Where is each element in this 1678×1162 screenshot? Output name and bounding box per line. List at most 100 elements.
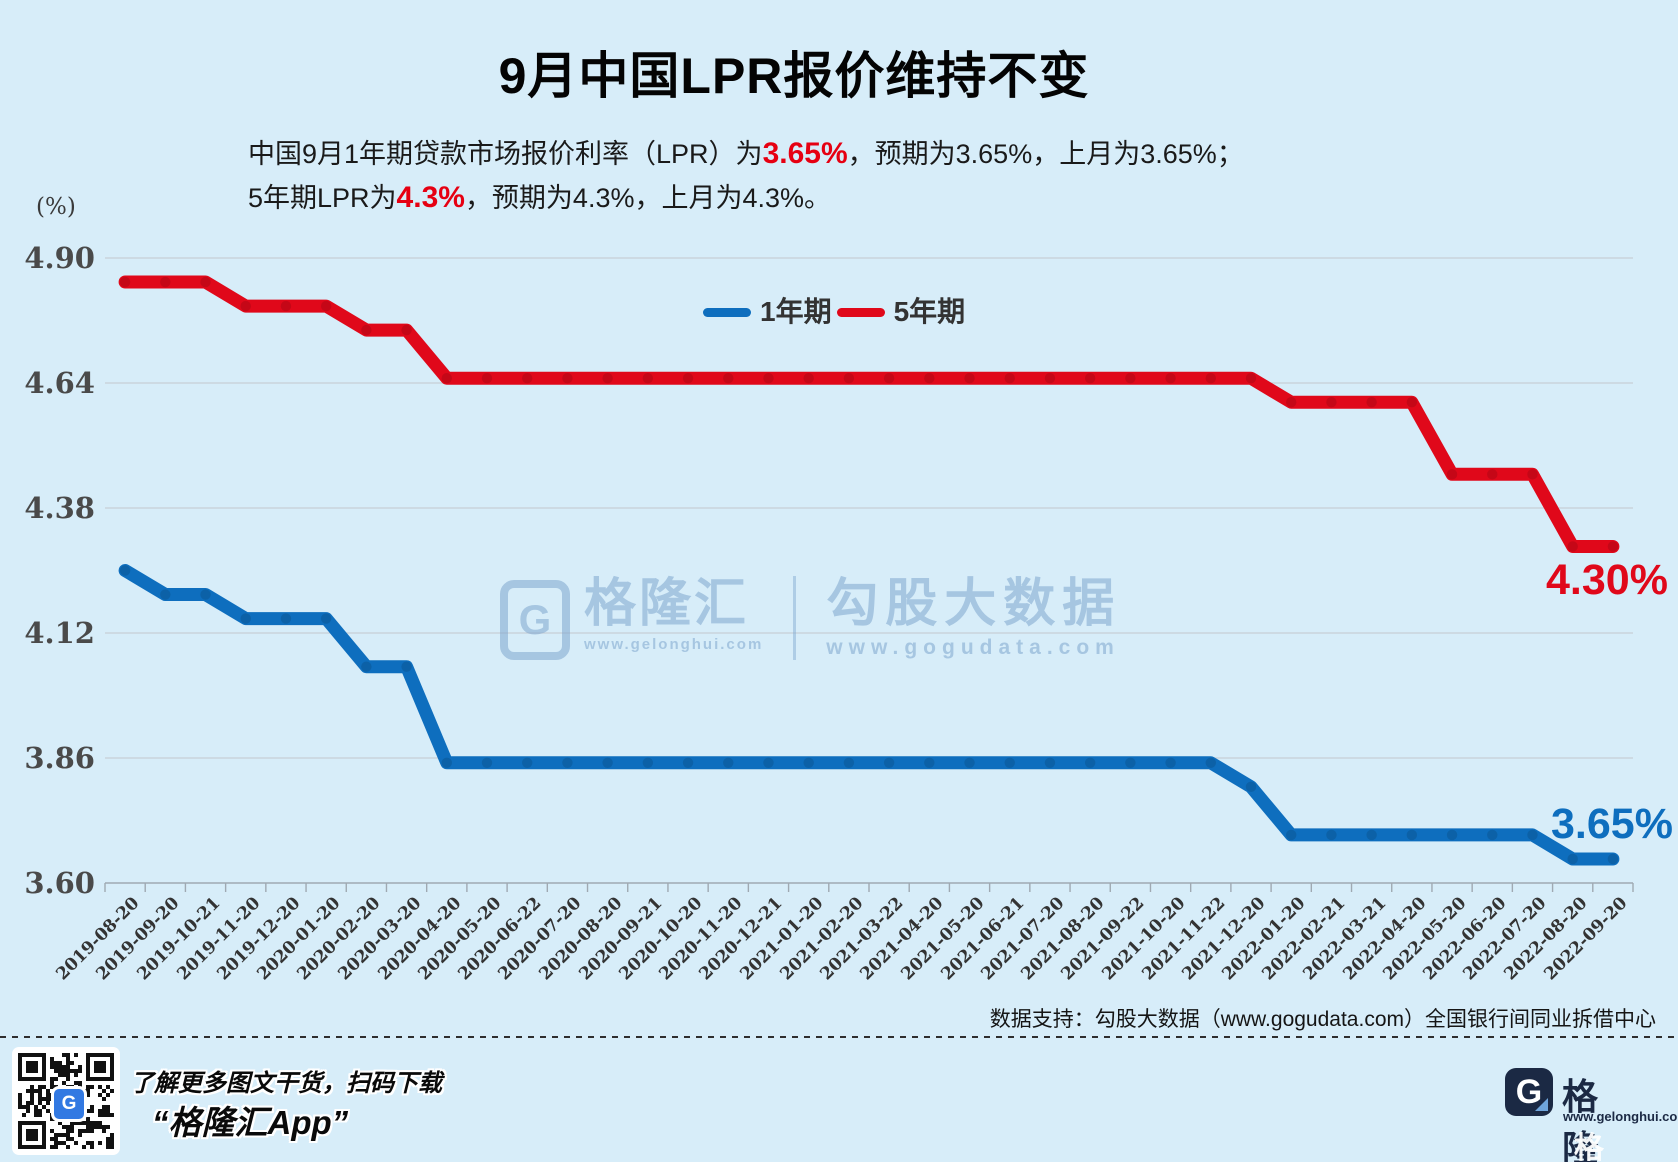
data-point bbox=[1205, 757, 1216, 769]
data-point bbox=[843, 372, 855, 384]
data-point bbox=[522, 372, 533, 384]
data-point bbox=[1286, 829, 1297, 841]
data-point bbox=[642, 757, 654, 769]
data-point bbox=[1326, 397, 1337, 408]
data-point bbox=[1004, 757, 1015, 769]
y-axis-tick-label: 4.38 bbox=[24, 491, 95, 525]
data-point bbox=[763, 757, 774, 769]
legend-swatch-icon bbox=[703, 307, 751, 317]
data-point bbox=[1084, 757, 1096, 769]
data-point bbox=[160, 589, 171, 600]
data-point bbox=[1165, 757, 1176, 769]
data-point bbox=[1326, 829, 1337, 841]
y-axis-tick-label: 4.64 bbox=[24, 366, 95, 400]
watermark-divider bbox=[793, 576, 797, 660]
legend-item-5年期[interactable]: 5年期 bbox=[836, 297, 971, 327]
data-point bbox=[1125, 757, 1136, 769]
data-point bbox=[843, 757, 855, 769]
data-point bbox=[1446, 829, 1458, 841]
legend-item-1年期[interactable]: 1年期 bbox=[703, 297, 837, 327]
subtitle-line-2: 5年期LPR为4.3%，预期为4.3%，上月为4.3%。 bbox=[248, 181, 832, 214]
data-point bbox=[119, 565, 131, 576]
data-point bbox=[803, 372, 814, 384]
dashed-separator bbox=[0, 1036, 1678, 1038]
data-point bbox=[924, 757, 935, 769]
y-axis-unit-label: (%) bbox=[36, 194, 76, 220]
data-point bbox=[1044, 372, 1056, 384]
page-title: 9月中国LPR报价维持不变 bbox=[498, 48, 1090, 104]
data-point bbox=[160, 276, 171, 288]
chart-legend: 1年期 5年期 bbox=[703, 297, 970, 327]
watermark-data-url: www.gogudata.com bbox=[826, 636, 1120, 659]
data-point bbox=[280, 300, 292, 312]
data-point bbox=[320, 300, 332, 312]
subtitle: 中国9月1年期贷款市场报价利率（LPR）为3.65%，预期为3.65%，上月为3… bbox=[248, 132, 1244, 220]
highlight-1y-rate: 3.65% bbox=[762, 137, 848, 170]
data-point bbox=[1406, 397, 1418, 408]
data-point bbox=[1567, 541, 1578, 552]
legend-swatch-icon bbox=[836, 307, 885, 317]
y-axis-tick-label: 4.12 bbox=[24, 616, 95, 650]
data-point bbox=[240, 300, 251, 312]
data-point bbox=[1527, 469, 1538, 480]
data-point bbox=[602, 372, 613, 384]
data-point bbox=[401, 661, 412, 672]
data-point bbox=[1366, 829, 1377, 841]
data-point bbox=[1084, 372, 1096, 384]
data-point bbox=[361, 324, 372, 336]
data-point bbox=[883, 757, 895, 769]
data-point bbox=[723, 757, 734, 769]
data-point bbox=[1125, 372, 1136, 384]
data-point bbox=[119, 276, 131, 288]
data-point bbox=[1487, 829, 1498, 841]
data-point bbox=[401, 324, 412, 336]
data-point bbox=[481, 757, 493, 769]
data-point bbox=[1245, 372, 1257, 384]
data-point bbox=[522, 757, 533, 769]
watermark-site-name: 格隆汇 bbox=[584, 575, 750, 633]
data-point bbox=[441, 757, 452, 769]
data-point bbox=[1567, 853, 1578, 865]
data-point bbox=[682, 757, 694, 769]
y-axis-tick-label: 3.60 bbox=[24, 866, 95, 900]
qr-center-g-logo-icon: G bbox=[51, 1086, 87, 1122]
data-point bbox=[642, 372, 654, 384]
gelonghui-g-watermark-icon: G bbox=[500, 580, 570, 660]
data-point bbox=[1607, 853, 1619, 865]
y-axis-tick-label: 4.90 bbox=[24, 241, 95, 275]
data-point bbox=[562, 757, 573, 769]
gelonghui-logo-white: G 格隆汇 bbox=[1550, 1123, 1620, 1162]
data-point bbox=[924, 372, 935, 384]
watermark-data-name: 勾股大数据 bbox=[826, 575, 1122, 633]
data-point bbox=[1406, 829, 1418, 841]
data-point bbox=[1245, 781, 1257, 793]
end-value-label-5年期: 4.30% bbox=[1546, 556, 1668, 604]
series-line-5年期 bbox=[118, 275, 1620, 553]
data-point bbox=[562, 372, 573, 384]
data-point bbox=[200, 276, 211, 288]
data-point bbox=[1366, 397, 1377, 408]
data-point bbox=[883, 372, 895, 384]
subtitle-line-1: 中国9月1年期贷款市场报价利率（LPR）为3.65%，预期为3.65%，上月为3… bbox=[248, 137, 1244, 170]
data-point bbox=[1205, 372, 1216, 384]
qr-code: G bbox=[12, 1047, 120, 1155]
data-point bbox=[1165, 372, 1176, 384]
data-point bbox=[723, 372, 734, 384]
data-point bbox=[240, 613, 251, 624]
gelonghui-logo-text-white: 格隆汇 bbox=[1573, 1132, 1606, 1162]
data-point bbox=[320, 613, 332, 624]
data-point bbox=[441, 372, 452, 384]
series-line-1年期 bbox=[118, 564, 1620, 866]
data-point bbox=[280, 613, 292, 624]
data-point bbox=[481, 372, 493, 384]
data-point bbox=[1607, 541, 1619, 552]
data-point bbox=[803, 757, 814, 769]
data-point bbox=[1004, 372, 1015, 384]
app-name-text: “格隆汇App” bbox=[152, 1104, 349, 1141]
data-source-note: 数据支持：勾股大数据（www.gogudata.com）全国银行间同业拆借中心 bbox=[989, 1008, 1656, 1031]
end-value-label-1年期: 3.65% bbox=[1551, 800, 1673, 848]
gelonghui-logo-text: 格隆汇 bbox=[1562, 1076, 1602, 1162]
gelonghui-logo-url: www.gelonghui.com bbox=[1563, 1109, 1678, 1124]
data-point bbox=[1044, 757, 1056, 769]
